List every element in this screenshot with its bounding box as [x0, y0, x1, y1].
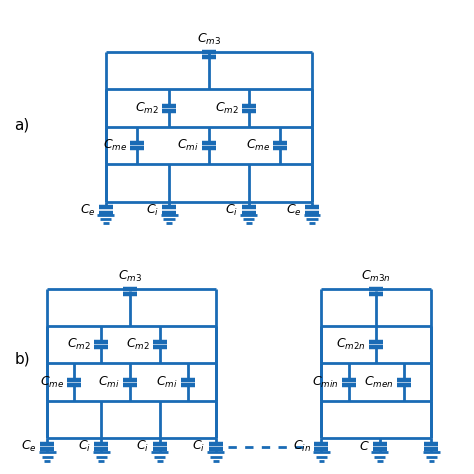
Text: $C_{m2}$: $C_{m2}$	[126, 337, 149, 352]
Text: $C_e$: $C_e$	[80, 202, 96, 218]
Text: $C_i$: $C_i$	[225, 202, 238, 218]
Text: $C_{m2}$: $C_{m2}$	[215, 100, 238, 116]
Text: $C$: $C$	[359, 440, 370, 453]
Text: $C_{me}$: $C_{me}$	[103, 138, 127, 153]
Text: $C_{mi}$: $C_{mi}$	[177, 138, 199, 153]
Text: $C_i$: $C_i$	[192, 439, 206, 454]
Text: $C_{m3}$: $C_{m3}$	[118, 269, 143, 284]
Text: $C_{me}$: $C_{me}$	[246, 138, 270, 153]
Text: $C_{m3n}$: $C_{m3n}$	[362, 269, 391, 284]
Text: $C_e$: $C_e$	[286, 202, 301, 218]
Text: b): b)	[15, 351, 30, 366]
Text: $C_{min}$: $C_{min}$	[312, 374, 338, 390]
Text: a): a)	[15, 117, 30, 132]
Text: $C_e$: $C_e$	[21, 439, 37, 454]
Text: $C_i$: $C_i$	[137, 439, 149, 454]
Text: $C_{m2n}$: $C_{m2n}$	[336, 337, 366, 352]
Text: $C_{m2}$: $C_{m2}$	[135, 100, 159, 116]
Text: $C_{in}$: $C_{in}$	[293, 439, 311, 454]
Text: $C_{me}$: $C_{me}$	[40, 374, 64, 390]
Text: $C_{m3}$: $C_{m3}$	[197, 32, 221, 47]
Text: $C_{mi}$: $C_{mi}$	[156, 374, 177, 390]
Text: $C_{mi}$: $C_{mi}$	[99, 374, 120, 390]
Text: $C_i$: $C_i$	[146, 202, 159, 218]
Text: $C_{men}$: $C_{men}$	[364, 374, 393, 390]
Text: $C_i$: $C_i$	[78, 439, 91, 454]
Text: $C_{m2}$: $C_{m2}$	[67, 337, 91, 352]
